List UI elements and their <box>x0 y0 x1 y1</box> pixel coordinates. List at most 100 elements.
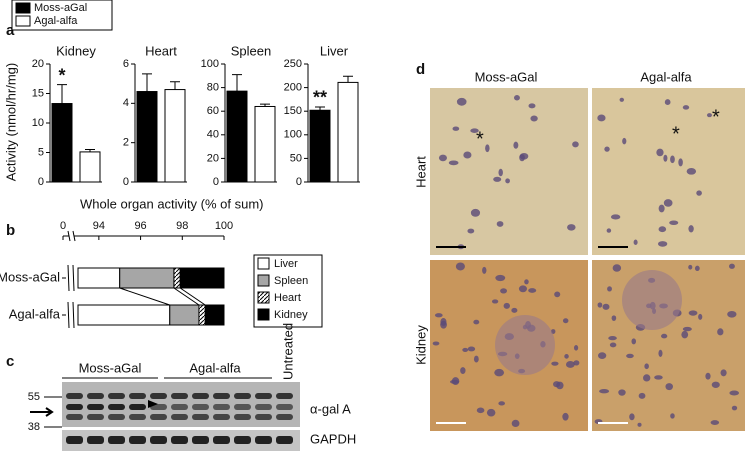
band <box>192 436 209 444</box>
arrowhead <box>148 400 158 408</box>
band <box>66 436 83 444</box>
nucleus <box>658 349 663 357</box>
band <box>129 414 146 420</box>
band <box>255 404 272 410</box>
y-tick-label: 20 <box>207 152 219 164</box>
nucleus <box>551 361 559 366</box>
band <box>255 414 272 420</box>
nucleus <box>711 381 720 388</box>
micrograph <box>592 88 745 255</box>
nucleus <box>612 264 622 272</box>
bar-segment <box>169 304 200 326</box>
band <box>129 404 146 410</box>
band <box>213 404 230 410</box>
nucleus <box>460 367 466 375</box>
band <box>276 414 293 420</box>
error-bar <box>315 106 325 111</box>
nucleus <box>451 377 460 386</box>
nucleus <box>528 288 537 293</box>
asterisk: * <box>712 106 720 128</box>
band <box>255 436 272 444</box>
nucleus <box>706 113 712 118</box>
band <box>234 414 251 420</box>
nucleus <box>602 303 610 310</box>
axis-break <box>67 230 76 242</box>
nucleus <box>456 97 467 106</box>
band <box>87 404 104 410</box>
nucleus <box>681 330 689 339</box>
y-axis-label: Activity (nmol/hr/mg) <box>3 63 18 181</box>
nucleus <box>611 315 617 321</box>
group-label: Agal-alfa <box>189 360 241 375</box>
bar <box>337 81 359 183</box>
axis-break <box>67 264 75 292</box>
nucleus <box>656 148 664 157</box>
error-bar <box>142 73 152 92</box>
legend-swatch <box>257 291 270 304</box>
legend-label: Heart <box>274 292 301 304</box>
nucleus <box>573 360 580 366</box>
group-label: Untreated <box>280 323 295 380</box>
nucleus <box>493 176 502 182</box>
subplot-title: Liver <box>320 43 349 58</box>
nucleus <box>496 221 504 227</box>
band <box>234 393 251 399</box>
glomerulus <box>495 315 555 375</box>
nucleus <box>495 274 506 282</box>
band <box>108 414 125 420</box>
panel-label: d <box>416 61 425 78</box>
y-tick-label: 20 <box>32 58 44 70</box>
nucleus <box>654 375 663 380</box>
nucleus <box>658 226 667 233</box>
nucleus <box>519 152 529 160</box>
nucleus <box>638 392 646 399</box>
error-bar <box>343 75 353 83</box>
panel-label: b <box>6 222 15 239</box>
chart-title: Whole organ activity (% of sum) <box>80 196 264 211</box>
nucleus <box>657 241 668 247</box>
nucleus <box>573 345 579 351</box>
y-tick-label: 15 <box>32 87 44 99</box>
nucleus <box>682 105 690 110</box>
error-bar <box>170 81 180 90</box>
band <box>87 393 104 399</box>
nucleus <box>470 208 481 217</box>
nucleus <box>599 388 610 394</box>
nucleus <box>476 407 485 414</box>
nucleus <box>664 99 671 106</box>
axis-break <box>67 301 75 329</box>
bar <box>226 90 248 183</box>
nucleus <box>626 353 634 359</box>
nucleus <box>608 335 617 341</box>
significance: * <box>58 65 65 85</box>
mw-marker: 38 <box>28 421 40 433</box>
band-label: α-gal A <box>310 401 351 416</box>
nucleus <box>513 95 520 101</box>
nucleus <box>530 115 538 122</box>
nucleus <box>731 405 738 411</box>
panel-label: c <box>6 353 14 370</box>
column-label: Agal-alfa <box>640 69 692 84</box>
legend-swatch <box>15 2 31 14</box>
nucleus <box>500 288 508 294</box>
nucleus <box>629 413 635 421</box>
bar-segment <box>77 304 171 326</box>
y-tick-label: 50 <box>290 152 302 164</box>
nucleus <box>567 224 576 231</box>
nucleus <box>670 155 675 164</box>
nucleus <box>729 390 739 396</box>
nucleus <box>610 214 621 220</box>
micrograph <box>430 88 588 255</box>
nucleus <box>663 154 668 162</box>
nucleus <box>729 263 735 269</box>
nucleus <box>511 419 520 428</box>
nucleus <box>554 291 561 298</box>
band <box>87 414 104 420</box>
bar-segment <box>77 267 121 289</box>
bar <box>164 89 186 183</box>
band <box>234 404 251 410</box>
y-tick-label: 0 <box>38 176 44 188</box>
band <box>108 393 125 399</box>
bar-segment <box>119 267 175 289</box>
band <box>108 436 125 444</box>
